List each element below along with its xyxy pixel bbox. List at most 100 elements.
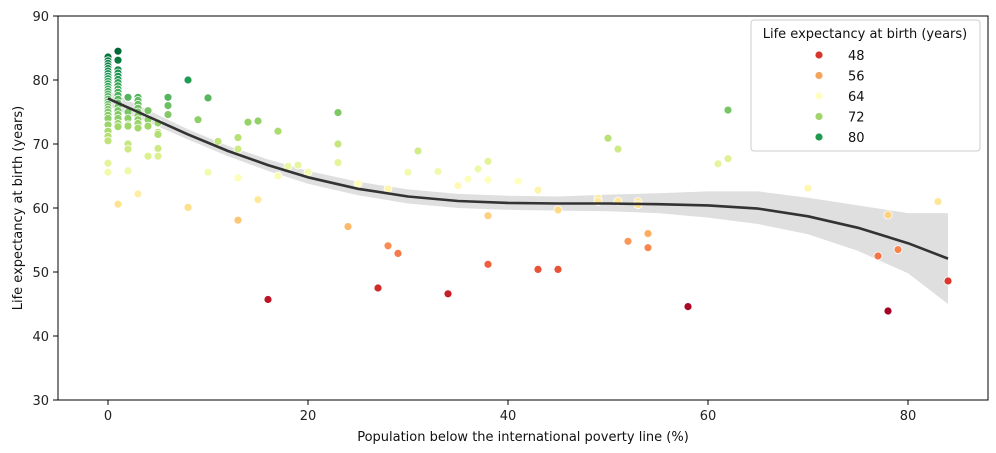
legend-marker [814, 91, 824, 101]
legend-marker [814, 112, 824, 121]
scatter-point [943, 276, 953, 286]
legend-label: 64 [848, 90, 865, 105]
scatter-point [303, 167, 313, 177]
scatter-point [533, 264, 543, 274]
scatter-point [433, 167, 443, 176]
scatter-point [163, 110, 173, 119]
scatter-point [643, 243, 653, 253]
scatter-point [163, 92, 173, 102]
x-tick-label: 80 [900, 409, 917, 424]
scatter-point [133, 189, 143, 199]
y-tick-label: 80 [32, 74, 49, 89]
scatter-point [273, 126, 283, 136]
scatter-point [113, 46, 123, 56]
legend-label: 48 [848, 49, 865, 64]
scatter-point [333, 158, 343, 168]
scatter-point [513, 176, 523, 186]
scatter-point [643, 229, 653, 239]
y-tick-label: 50 [32, 266, 49, 281]
scatter-point [333, 108, 343, 117]
legend-label: 56 [848, 70, 865, 85]
scatter-point [413, 146, 423, 156]
scatter-point [483, 175, 493, 185]
scatter-point [383, 241, 393, 251]
x-ticks: 0 20 40 60 80 [104, 400, 916, 424]
y-tick-label: 40 [32, 330, 49, 345]
y-axis-label: Life expectancy at birth (years) [11, 106, 26, 311]
scatter-point [153, 129, 163, 139]
scatter-point [613, 144, 623, 154]
scatter-point [133, 123, 143, 133]
trend-line-layer [107, 97, 949, 260]
confidence-band-layer [108, 90, 948, 305]
scatter-point [383, 184, 393, 194]
scatter-point [103, 158, 113, 168]
scatter-point [553, 205, 563, 215]
scatter-point [143, 151, 153, 161]
scatter-point [203, 93, 213, 103]
scatter-point [933, 197, 943, 207]
scatter-point [483, 156, 493, 166]
scatter-point [463, 174, 473, 184]
scatter-point [153, 151, 163, 161]
scatter-point [183, 75, 193, 85]
scatter-point [113, 199, 123, 209]
scatter-point [293, 160, 303, 170]
scatter-point [713, 159, 723, 169]
scatter-point [233, 133, 243, 143]
scatter-point [143, 106, 153, 116]
scatter-point [483, 211, 493, 221]
scatter-point [253, 116, 263, 126]
scatter-point [243, 117, 253, 127]
scatter-point [233, 144, 243, 154]
confidence-band [108, 90, 948, 305]
scatter-point [153, 144, 163, 153]
x-tick-label: 40 [500, 409, 517, 424]
scatter-point [253, 195, 263, 205]
scatter-point [113, 122, 123, 132]
scatter-point [623, 236, 633, 246]
scatter-point [883, 210, 893, 220]
x-tick-label: 20 [300, 409, 317, 424]
legend: Life expectancy at birth (years) 48 56 64 7… [750, 19, 981, 152]
y-tick-label: 30 [32, 394, 49, 409]
scatter-point [883, 306, 893, 316]
scatter-point [193, 115, 203, 125]
scatter-point [233, 215, 243, 225]
legend-box [750, 19, 981, 152]
scatter-point [183, 202, 193, 212]
scatter-point [103, 136, 113, 146]
legend-marker [814, 50, 824, 60]
scatter-point [273, 171, 283, 181]
scatter-point [443, 289, 453, 299]
scatter-point [203, 167, 213, 177]
legend-label: 72 [848, 111, 865, 126]
scatter-point [373, 283, 383, 293]
scatter-point [333, 139, 343, 149]
trend-line [107, 97, 949, 260]
scatter-point [723, 154, 733, 164]
x-axis-label: Population below the international pover… [357, 430, 689, 445]
scatter-point [403, 167, 413, 177]
y-tick-label: 70 [32, 138, 49, 153]
legend-marker [814, 132, 824, 142]
scatter-point [143, 121, 153, 131]
scatter-point [353, 179, 363, 189]
scatter-point [263, 295, 273, 304]
scatter-point [803, 183, 813, 193]
scatter-point [473, 164, 483, 174]
scatter-points-layer [103, 46, 953, 316]
scatter-point [533, 185, 543, 195]
legend-title: Life expectancy at birth (years) [763, 27, 968, 42]
scatter-point [163, 101, 173, 110]
scatter-point [233, 173, 243, 183]
y-ticks: 30 40 50 60 70 80 90 [32, 10, 58, 409]
legend-marker [814, 71, 824, 80]
legend-entries: 48 56 64 72 80 [814, 49, 865, 146]
legend-label: 80 [848, 131, 865, 146]
x-tick-label: 60 [700, 409, 717, 424]
y-tick-label: 60 [32, 202, 49, 217]
scatter-point [723, 105, 733, 115]
scatter-point [103, 167, 113, 177]
scatter-point [873, 251, 883, 261]
